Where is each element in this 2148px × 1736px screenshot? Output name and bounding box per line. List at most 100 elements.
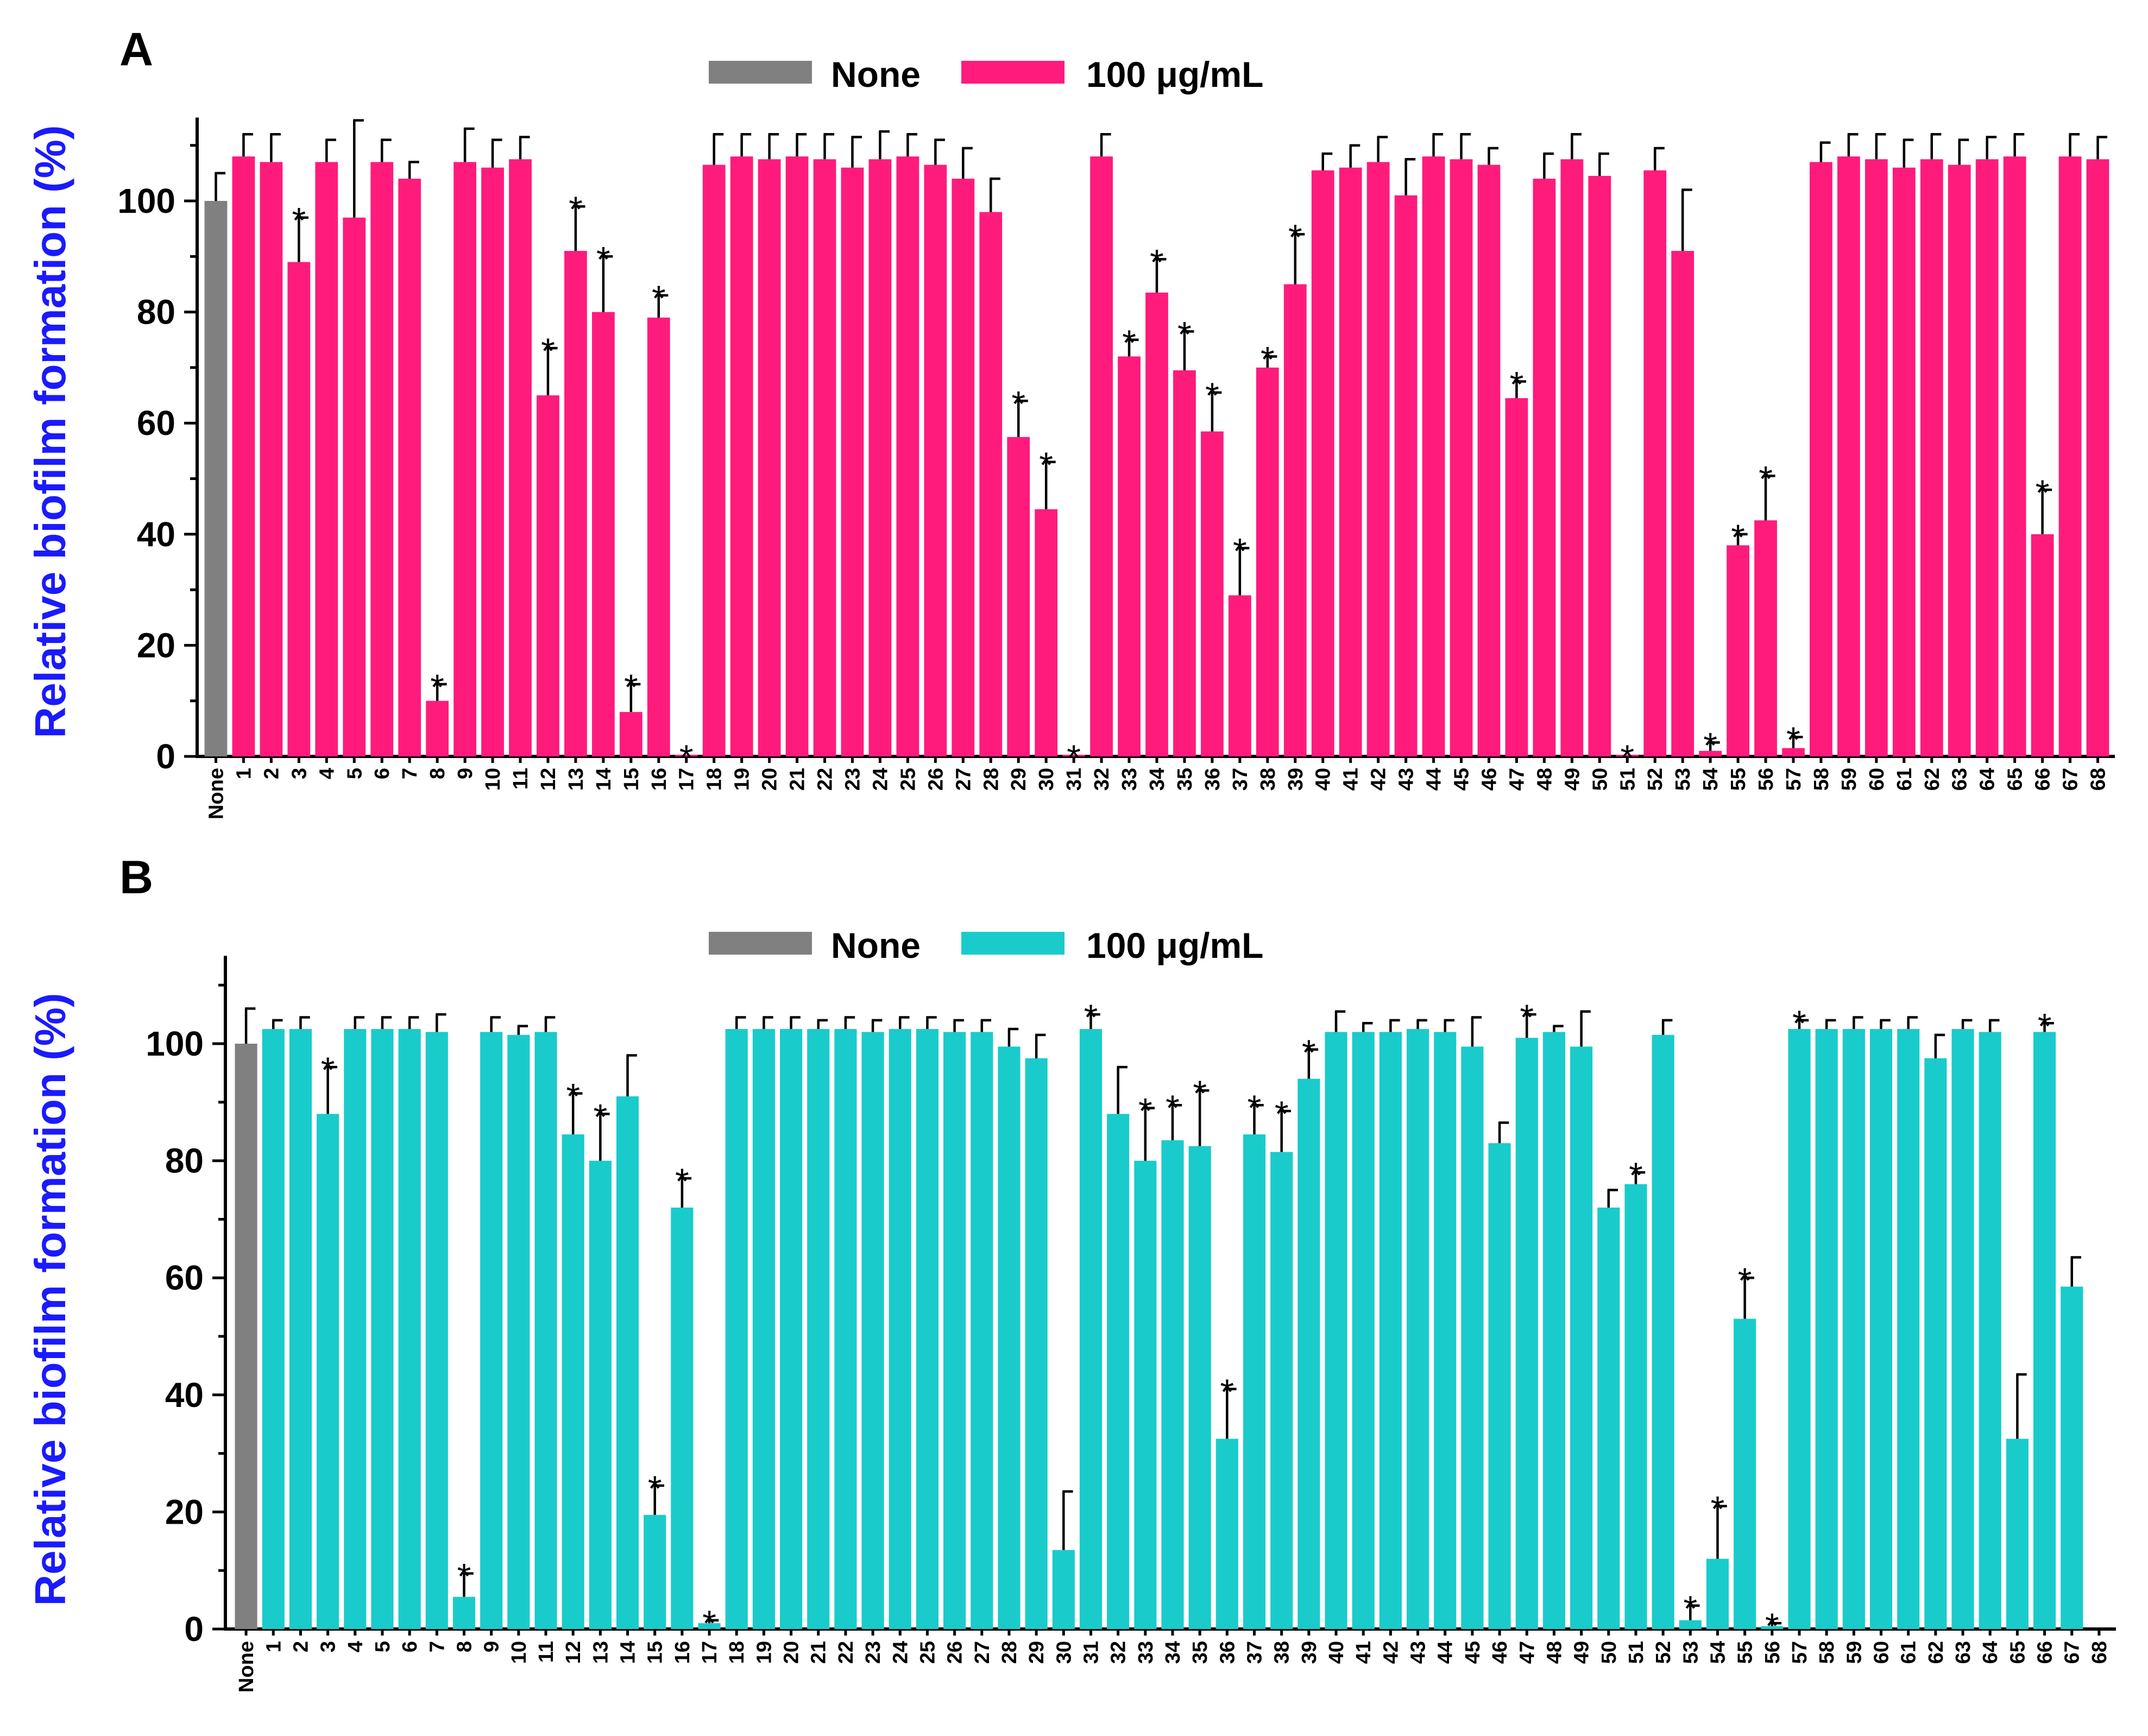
significance-star-35: * [1193,1073,1207,1113]
bar-64 [1975,159,1999,756]
bar-26 [924,165,947,756]
x-tick-label-35: 35 [1174,768,1196,791]
x-tick-label-68: 68 [2087,768,2110,791]
x-tick-label-1: 1 [262,1641,285,1652]
x-tick-label-5: 5 [371,1641,394,1652]
bar-61 [1892,167,1916,756]
significance-star-39: * [1288,217,1302,257]
bar-37 [1243,1134,1266,1629]
x-tick-label-60: 60 [1866,768,1888,791]
bar-20 [758,159,781,756]
bar-30 [1052,1550,1075,1629]
bar-10 [507,1034,530,1629]
x-tick-label-47: 47 [1516,1641,1539,1664]
significance-star-56: * [1759,458,1773,498]
bar-38 [1256,367,1279,756]
significance-star-56: * [1765,1606,1779,1646]
bar-16 [647,317,670,756]
bar-24 [889,1029,911,1629]
bar-5 [343,217,366,756]
bar-63 [1951,1029,1974,1629]
x-tick-label-60: 60 [1870,1641,1893,1664]
significance-star-33: * [1138,1091,1152,1131]
x-tick-label-13: 13 [589,1641,612,1664]
bar-15 [619,712,642,756]
x-tick-label-19: 19 [753,1641,776,1664]
y-tick-label: 0 [156,737,175,776]
bar-29 [1025,1058,1048,1629]
significance-star-55: * [1738,1260,1752,1301]
x-tick-label-34: 34 [1146,768,1169,791]
bar-48 [1542,1032,1566,1629]
x-tick-label-42: 42 [1379,1641,1402,1664]
significance-star-8: * [457,1556,471,1596]
bar-11 [534,1032,557,1629]
bar-49 [1560,159,1584,756]
y-tick-label: 40 [137,515,175,554]
x-tick-label-3: 3 [288,768,311,779]
x-tick-label-58: 58 [1810,768,1833,791]
y-tick-label: 20 [165,1492,204,1531]
bar-43 [1394,195,1418,756]
bar-12 [537,395,559,756]
x-tick-label-26: 26 [924,768,947,791]
bar-14 [616,1096,639,1629]
x-tick-label-55: 55 [1734,1641,1757,1664]
x-tick-label-18: 18 [726,1641,748,1664]
x-tick-label-52: 52 [1644,768,1667,791]
bar-28 [998,1046,1021,1629]
x-tick-label-36: 36 [1201,768,1224,791]
bar-1 [262,1029,285,1629]
x-tick-label-2: 2 [260,768,283,779]
bar-58 [1810,162,1832,756]
significance-star-36: * [1205,375,1219,415]
significance-star-66: * [2038,1006,2052,1046]
bar-None [204,201,228,756]
x-tick-label-8: 8 [453,1641,476,1652]
bar-15 [644,1514,666,1629]
significance-star-16: * [675,1161,689,1201]
bar-19 [730,156,753,756]
x-tick-label-59: 59 [1838,768,1861,791]
bar-31 [1062,754,1086,756]
x-tick-label-14: 14 [593,768,615,791]
x-tick-label-22: 22 [814,768,837,791]
bar-36 [1215,1438,1238,1629]
x-tick-label-36: 36 [1216,1641,1239,1664]
x-tick-label-28: 28 [980,768,1003,791]
significance-star-57: * [1792,1003,1806,1043]
x-tick-label-23: 23 [841,768,864,791]
significance-star-39: * [1302,1032,1316,1072]
bar-21 [785,156,809,756]
x-tick-label-28: 28 [998,1641,1021,1664]
x-tick-label-4: 4 [316,768,338,779]
significance-star-31: * [1084,997,1098,1037]
bar-41 [1352,1032,1375,1629]
bar-6 [370,162,394,756]
x-tick-label-21: 21 [808,1641,830,1664]
bar-48 [1533,179,1556,757]
x-tick-label-11: 11 [509,768,532,790]
bar-1 [232,156,255,756]
bar-23 [841,167,864,756]
significance-star-16: * [652,278,666,318]
x-tick-label-42: 42 [1368,768,1390,791]
bar-35 [1188,1146,1211,1629]
significance-star-12: * [541,331,555,371]
bar-60 [1869,1029,1893,1629]
x-tick-label-41: 41 [1340,768,1363,791]
significance-star-37: * [1233,531,1247,571]
x-tick-label-25: 25 [897,768,919,791]
significance-star-54: * [1711,1489,1725,1529]
x-tick-label-39: 39 [1284,768,1307,791]
significance-star-30: * [1039,445,1053,485]
x-tick-label-54: 54 [1706,1641,1729,1664]
bar-52 [1643,170,1667,756]
significance-star-66: * [2036,472,2050,513]
bar-62 [1924,1058,1947,1629]
bar-32 [1107,1114,1130,1629]
bar-3 [287,262,311,756]
x-tick-label-10: 10 [482,768,505,791]
x-tick-label-64: 64 [1976,768,1999,791]
